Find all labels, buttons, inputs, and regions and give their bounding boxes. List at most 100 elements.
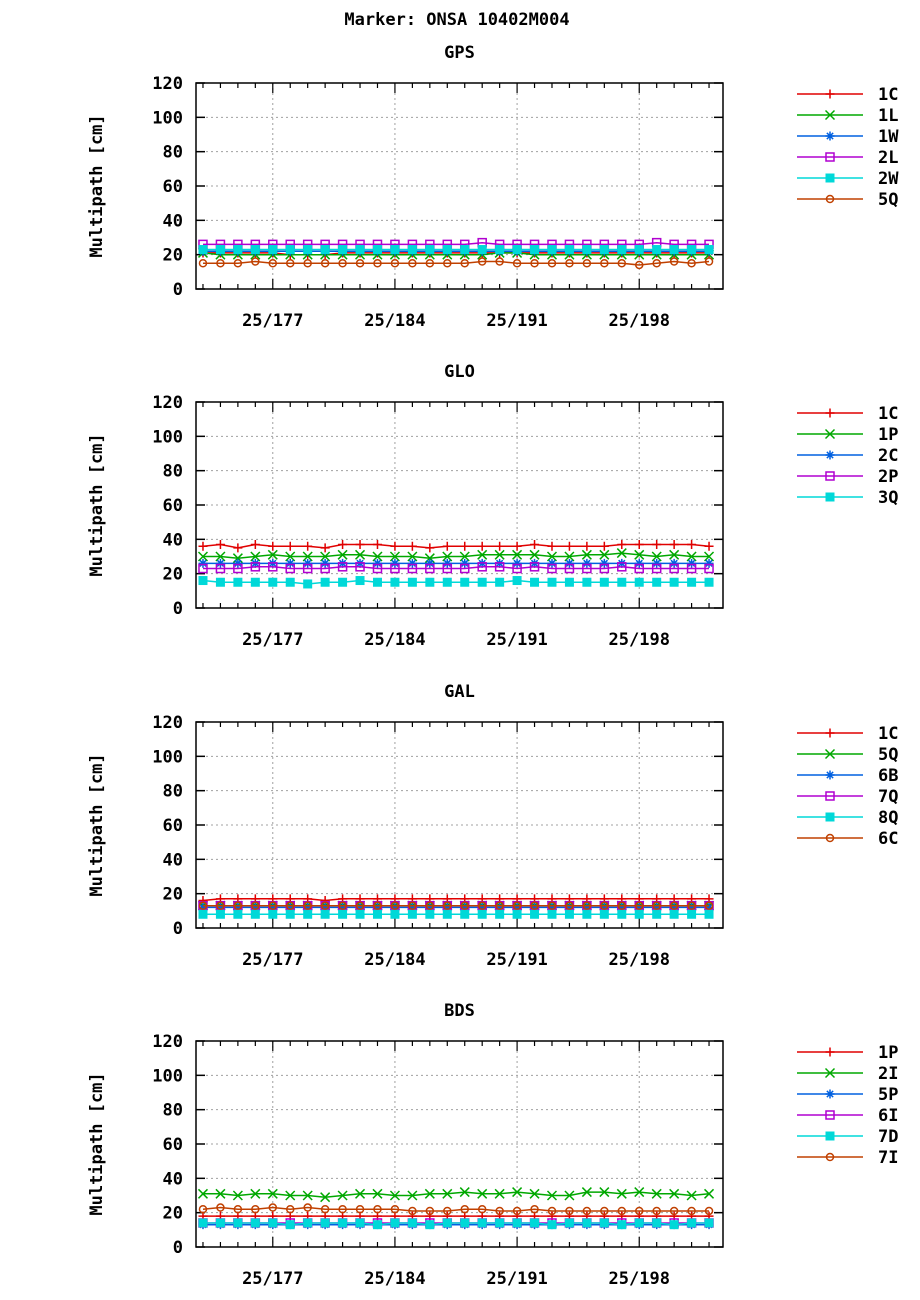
data-point: [303, 1203, 312, 1212]
data-point: [547, 245, 557, 255]
data-point: [599, 563, 610, 574]
legend-marker: [825, 1089, 835, 1099]
data-point: [407, 563, 418, 574]
legend-label: 6I: [878, 1106, 898, 1126]
data-point: [302, 563, 313, 574]
data-point: [320, 901, 330, 910]
legend-marker: [825, 173, 835, 183]
data-point: [198, 245, 208, 255]
data-point: [687, 1218, 697, 1228]
data-point: [494, 562, 505, 572]
data-point: [320, 1192, 331, 1203]
series-2I: [197, 1187, 715, 1203]
data-point: [600, 259, 609, 268]
data-point: [338, 901, 347, 910]
data-point: [547, 259, 557, 268]
data-point: [616, 1188, 627, 1199]
legend-label: 1C: [878, 724, 898, 744]
panel-gal: GAL 0 20 40 60 80 100 120 25/177 25/184 25/191 25/1…: [87, 682, 898, 970]
data-point: [250, 909, 260, 919]
series-3Q: [198, 576, 714, 589]
data-point: [599, 1187, 610, 1198]
data-point: [268, 577, 278, 587]
data-point: [477, 909, 487, 919]
data-point: [599, 245, 609, 255]
data-point: [285, 563, 295, 574]
data-point: [512, 245, 522, 255]
series-2W: [198, 245, 714, 255]
data-point: [634, 909, 644, 919]
data-point: [233, 577, 243, 587]
legend-marker: [824, 428, 836, 440]
data-point: [460, 259, 469, 268]
data-point: [669, 257, 679, 266]
data-point: [460, 909, 470, 919]
y-tick-label: 100: [152, 108, 183, 128]
data-point: [564, 1190, 575, 1201]
y-tick-label: 80: [163, 143, 183, 163]
data-point: [617, 259, 627, 268]
data-point: [303, 558, 313, 568]
data-point: [389, 551, 400, 562]
data-point: [530, 909, 540, 919]
series-8Q: [198, 909, 714, 919]
data-point: [215, 563, 226, 574]
data-point: [477, 549, 488, 560]
data-point: [477, 257, 487, 266]
data-point: [233, 259, 243, 268]
data-point: [215, 539, 225, 549]
data-point: [372, 1188, 383, 1199]
data-point: [215, 577, 225, 587]
y-tick-label: 100: [152, 427, 183, 447]
x-tick-label: 25/191: [486, 630, 547, 650]
data-point: [390, 909, 400, 919]
data-point: [669, 902, 679, 912]
data-point: [495, 901, 504, 910]
data-point: [424, 1188, 435, 1199]
data-point: [529, 1188, 540, 1199]
series-line: [203, 552, 709, 559]
legend-entry: 7I: [797, 1148, 898, 1168]
data-point: [704, 245, 714, 255]
data-point: [425, 1220, 435, 1230]
data-point: [390, 1218, 400, 1228]
data-point: [408, 259, 417, 268]
legend-entry: 7Q: [797, 787, 898, 807]
y-axis-label: Multipath [cm]: [87, 753, 107, 896]
data-point: [198, 901, 208, 910]
data-point: [355, 576, 365, 586]
data-point: [669, 1206, 679, 1216]
data-point: [547, 901, 557, 910]
data-point: [460, 558, 470, 568]
y-tick-label: 0: [173, 280, 183, 300]
data-point: [704, 1218, 714, 1228]
data-point: [530, 259, 539, 268]
data-point: [704, 551, 715, 562]
data-point: [651, 563, 662, 574]
data-point: [669, 558, 679, 568]
legend-entry: 5Q: [797, 745, 898, 765]
legend-label: 1L: [878, 106, 898, 126]
data-point: [232, 1190, 243, 1201]
legend-label: 1C: [878, 85, 898, 105]
data-point: [617, 245, 627, 255]
data-point: [285, 1204, 295, 1214]
data-point: [408, 1206, 417, 1216]
data-point: [251, 1204, 260, 1214]
series-2L: [198, 237, 714, 250]
legend-entry: 6C: [797, 829, 898, 849]
data-point: [495, 257, 504, 266]
data-point: [652, 539, 662, 549]
data-point: [407, 577, 417, 587]
data-point: [634, 549, 645, 560]
data-point: [669, 901, 679, 910]
data-point: [407, 551, 418, 562]
data-point: [407, 558, 417, 568]
data-point: [547, 558, 557, 568]
data-point: [582, 909, 592, 919]
data-point: [477, 541, 487, 551]
data-point: [320, 259, 330, 268]
data-point: [460, 1218, 470, 1228]
data-point: [669, 909, 679, 919]
data-point: [477, 245, 487, 255]
